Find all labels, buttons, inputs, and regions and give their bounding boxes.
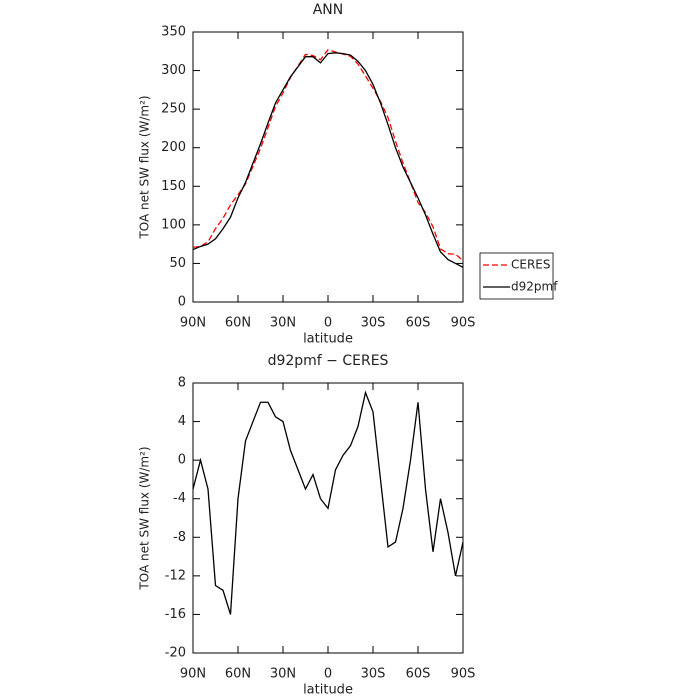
x-tick-label: 30S <box>361 316 386 331</box>
y-tick-label: -20 <box>165 646 186 661</box>
y-tick-label: 250 <box>161 102 186 117</box>
y-tick-label: -8 <box>173 530 186 545</box>
y-tick-label: -12 <box>165 568 186 583</box>
x-tick-label: 60N <box>225 667 251 682</box>
y-tick-label: 0 <box>178 453 186 468</box>
chart-title: d92pmf − CERES <box>268 353 389 369</box>
y-axis-label: TOA net SW flux (W/m²) <box>138 446 152 590</box>
y-tick-label: 300 <box>161 63 186 78</box>
x-axis-label: latitude <box>303 683 353 698</box>
x-tick-label: 90S <box>451 316 476 331</box>
chart-title: ANN <box>313 2 344 18</box>
x-tick-label: 60S <box>406 316 431 331</box>
y-tick-label: 100 <box>161 217 186 232</box>
data-line <box>192 52 464 268</box>
y-tick-label: 50 <box>169 256 186 271</box>
x-tick-label: 0 <box>324 667 332 682</box>
data-line <box>192 390 464 615</box>
x-tick-label: 60N <box>225 316 251 331</box>
y-tick-label: 0 <box>178 295 186 310</box>
legend-box <box>479 252 554 300</box>
plot-frame <box>192 382 464 654</box>
data-line <box>192 48 464 262</box>
x-tick-label: 90S <box>451 667 476 682</box>
y-tick-label: 200 <box>161 140 186 155</box>
y-tick-label: 8 <box>178 376 186 391</box>
y-tick-label: 350 <box>161 25 186 40</box>
y-tick-label: -4 <box>173 491 186 506</box>
x-tick-label: 90N <box>180 667 206 682</box>
x-tick-label: 30S <box>361 667 386 682</box>
x-axis-label: latitude <box>303 332 353 347</box>
plot-frame <box>192 31 464 303</box>
x-tick-label: 30N <box>270 667 296 682</box>
legend-label: d92pmf <box>511 280 558 294</box>
legend-label: CERES <box>511 258 551 272</box>
y-tick-label: 4 <box>178 414 186 429</box>
x-tick-label: 60S <box>406 667 431 682</box>
y-axis-label: TOA net SW flux (W/m²) <box>138 95 152 239</box>
x-tick-label: 30N <box>270 316 296 331</box>
x-tick-label: 0 <box>324 316 332 331</box>
y-tick-label: 150 <box>161 179 186 194</box>
y-tick-label: -16 <box>165 607 186 622</box>
x-tick-label: 90N <box>180 316 206 331</box>
